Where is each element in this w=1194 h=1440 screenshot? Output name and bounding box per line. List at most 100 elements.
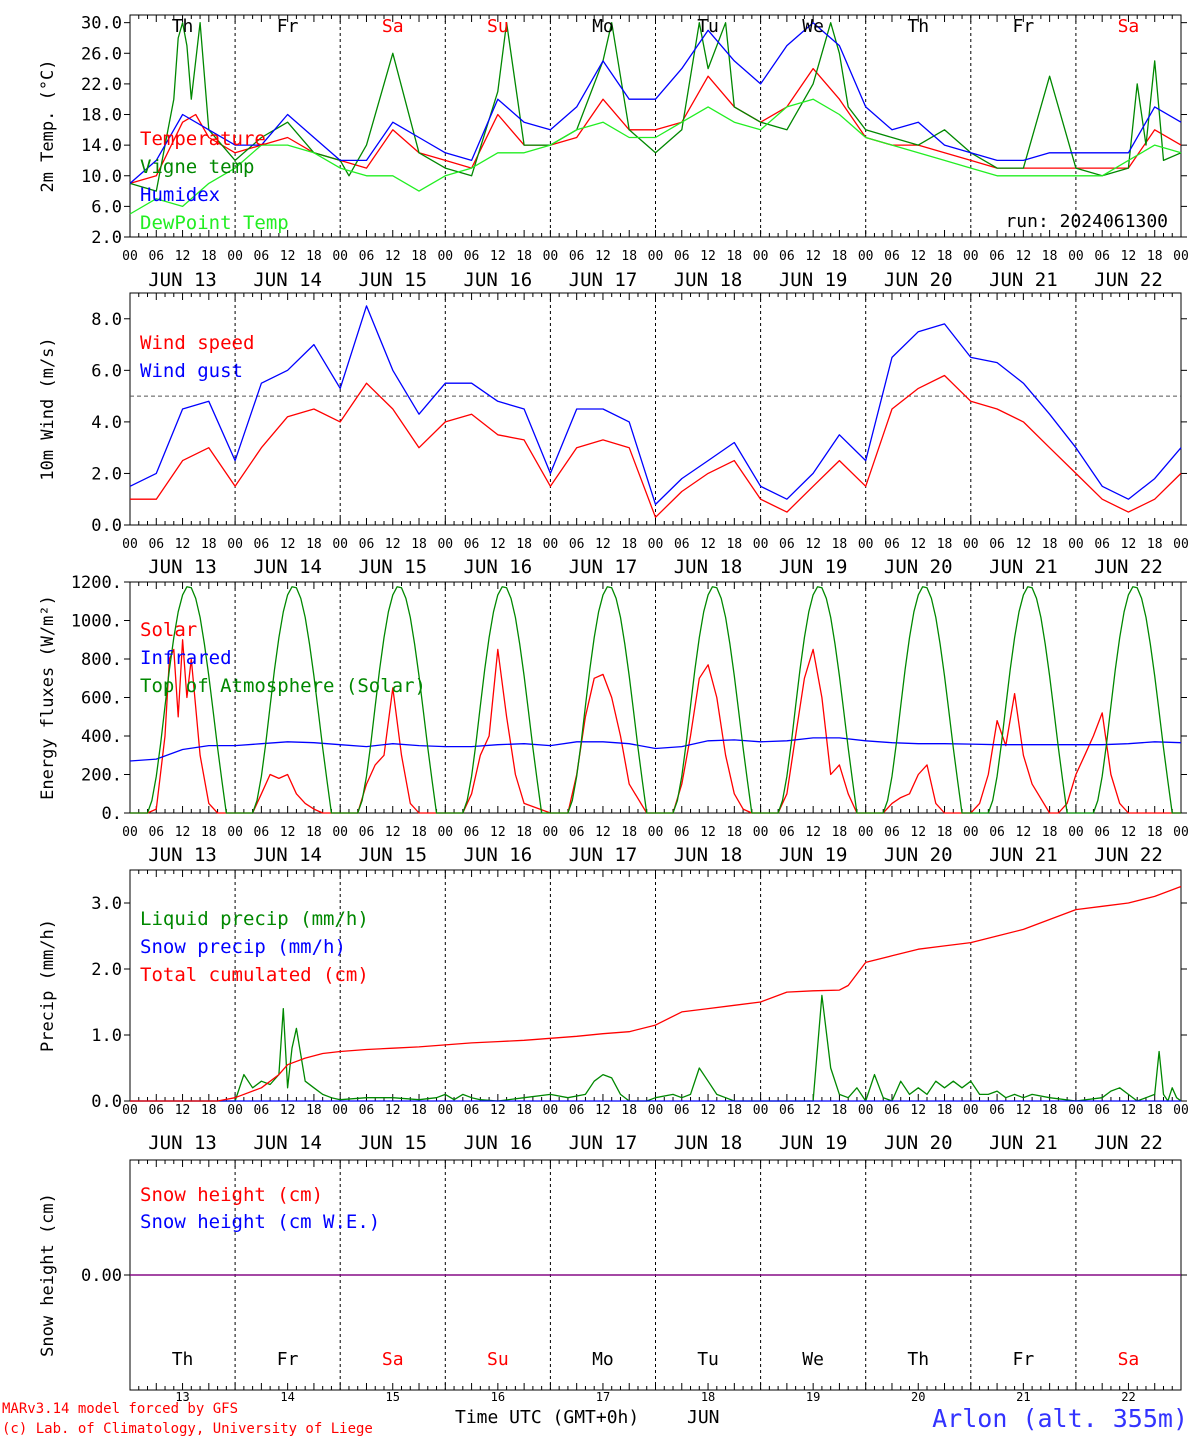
y-tick-label: 600. [81,689,122,709]
date-label: JUN 21 [989,844,1058,866]
hour-label: 06 [989,537,1005,552]
hour-label: 00 [963,537,979,552]
y-tick-label: 1000. [71,612,122,632]
hour-label: 00 [858,825,874,840]
date-label: JUN 17 [569,269,638,291]
hour-label: 12 [595,825,611,840]
series-line [129,737,1182,762]
hour-label: 12 [175,249,191,264]
hour-label: 06 [989,1103,1005,1118]
legend-entry: Snow height (cm W.E.) [140,1211,380,1233]
hour-label: 18 [621,249,637,264]
hour-label: 18 [306,825,322,840]
hour-label: 06 [779,537,795,552]
weekday-label: Tu [697,1349,719,1370]
hour-label: 18 [726,537,742,552]
y-axis-label: 10m Wind (m/s) [38,337,58,480]
date-label: JUN 22 [1094,269,1163,291]
hour-label: 06 [148,537,164,552]
y-tick-label: 4.0 [91,413,122,433]
date-label: JUN 20 [884,844,953,866]
hour-label: 06 [569,249,585,264]
date-label: JUN 15 [358,1132,427,1154]
date-label: JUN 13 [148,269,217,291]
weekday-label: Th [172,16,194,37]
hour-label: 00 [332,249,348,264]
y-tick-label: 2.0 [91,464,122,484]
date-label: JUN 19 [779,1132,848,1154]
hour-label: 18 [1147,825,1163,840]
hour-label: 06 [989,825,1005,840]
hour-label: 00 [858,1103,874,1118]
date-label: JUN 21 [989,1132,1058,1154]
hour-label: 18 [1147,249,1163,264]
hour-label: 00 [1173,249,1189,264]
day-number: 20 [911,1390,925,1404]
date-label: JUN 18 [674,844,743,866]
hour-label: 12 [805,1103,821,1118]
y-tick-label: 22.0 [81,75,122,95]
hour-label: 00 [543,1103,559,1118]
hour-label: 18 [726,825,742,840]
hour-label: 00 [332,537,348,552]
weekday-label: Su [487,16,509,37]
hour-label: 00 [437,1103,453,1118]
date-label: JUN 20 [884,269,953,291]
hour-label: 06 [1094,825,1110,840]
day-number: 14 [280,1390,294,1404]
date-label: JUN 14 [253,1132,322,1154]
hour-label: 12 [1016,249,1032,264]
hour-label: 12 [700,537,716,552]
date-label: JUN 16 [464,1132,533,1154]
hour-label: 00 [227,249,243,264]
hour-label: 12 [700,825,716,840]
hour-label: 00 [1173,1103,1189,1118]
date-label: JUN 16 [464,556,533,578]
y-tick-label: 200. [81,766,122,786]
weekday-label: Th [907,1349,929,1370]
date-label: JUN 16 [464,269,533,291]
hour-label: 00 [1173,537,1189,552]
y-tick-label: 6.0 [91,197,122,217]
hour-label: 12 [175,537,191,552]
hour-label: 06 [569,825,585,840]
hour-label: 00 [753,1103,769,1118]
hour-label: 06 [359,249,375,264]
date-label: JUN 18 [674,1132,743,1154]
date-label: JUN 15 [358,269,427,291]
hour-label: 00 [753,825,769,840]
weekday-label: Sa [382,16,404,37]
y-tick-label: 18.0 [81,106,122,126]
legend-entry: Infrared [140,647,232,669]
weekday-label: Fr [277,1349,299,1370]
hour-label: 06 [1094,537,1110,552]
date-label: JUN 20 [884,1132,953,1154]
hour-label: 06 [359,1103,375,1118]
weekday-label: Fr [277,16,299,37]
hour-label: 18 [1042,249,1058,264]
legend-entry: Wind speed [140,332,254,354]
hour-label: 06 [148,825,164,840]
legend-entry: Humidex [140,184,220,206]
weekday-label: Su [487,1349,509,1370]
hour-label: 18 [411,1103,427,1118]
hour-label: 18 [516,249,532,264]
hour-label: 06 [464,825,480,840]
y-axis-label: 2m Temp. (°C) [38,59,58,192]
hour-label: 00 [963,825,979,840]
hour-label: 18 [726,249,742,264]
date-label: JUN 15 [358,556,427,578]
hour-label: 12 [490,537,506,552]
date-label: JUN 21 [989,556,1058,578]
station-label: Arlon (alt. 355m) [932,1404,1188,1433]
hour-label: 18 [411,825,427,840]
hour-label: 06 [884,249,900,264]
weekday-label: Th [907,16,929,37]
hour-label: 00 [648,249,664,264]
y-tick-label: 0.0 [91,516,122,536]
y-tick-label: 1.0 [91,1026,122,1046]
weekday-label: Fr [1013,16,1035,37]
model-credit: MARv3.14 model forced by GFS [2,1401,238,1417]
hour-label: 18 [201,249,217,264]
